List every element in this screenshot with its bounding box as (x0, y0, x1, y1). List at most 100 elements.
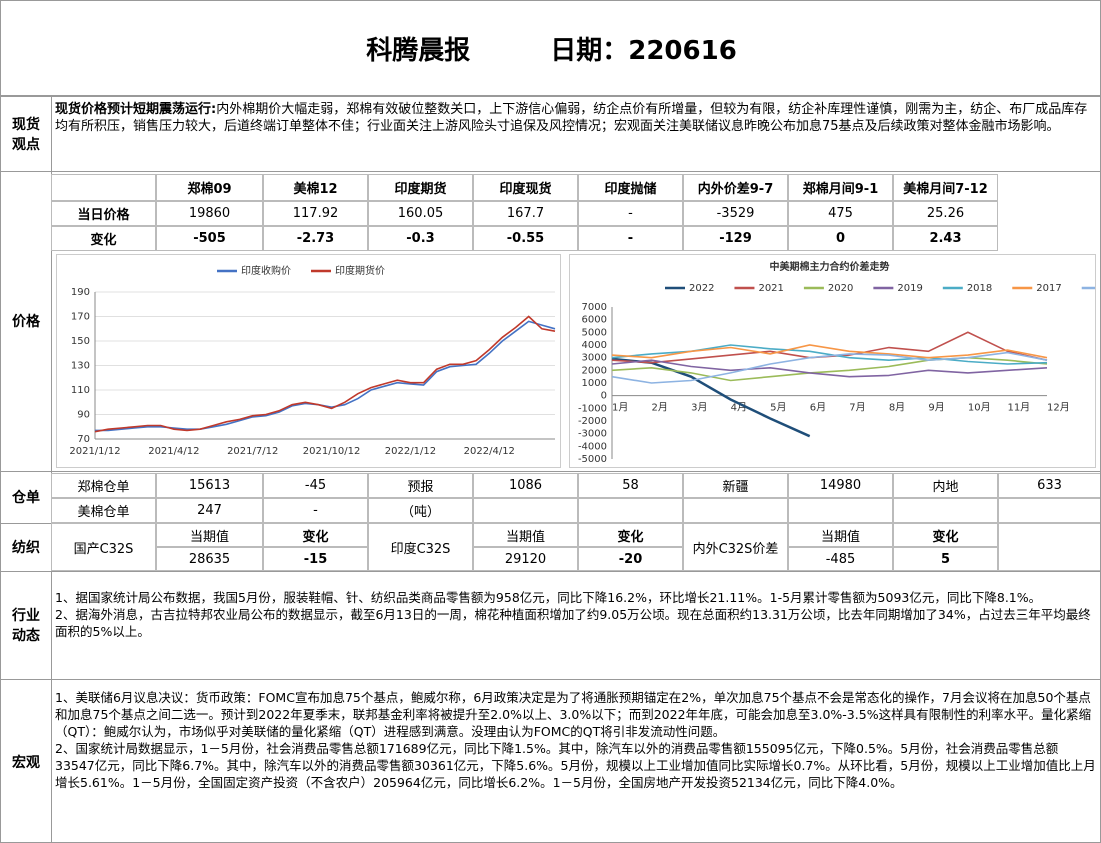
y-tick-label: 5000 (582, 327, 607, 338)
cell: 15613 (156, 473, 263, 498)
y-tick-label: 110 (71, 385, 90, 396)
date: 日期：220616 (550, 35, 737, 66)
cell: -0.3 (368, 226, 473, 251)
cell: 当期值 (156, 523, 263, 547)
cell (473, 498, 578, 523)
cell: 19860 (156, 201, 263, 226)
cell: 变化 (263, 523, 368, 547)
cell: 印度现货 (473, 174, 578, 201)
y-tick-label: 70 (77, 434, 90, 445)
cell: 国产C32S (51, 523, 156, 571)
x-tick-label: 5月 (770, 402, 786, 414)
cell: 印度抛储 (578, 174, 683, 201)
y-tick-label: 190 (71, 287, 90, 298)
legend-label: 2022 (689, 283, 714, 294)
legend-label: 2020 (828, 283, 853, 294)
series-line (94, 315, 556, 433)
legend-label: 2018 (967, 283, 992, 294)
cell: -20 (578, 547, 683, 571)
x-tick-label: 9月 (928, 402, 944, 414)
legend-label: 2019 (897, 283, 922, 294)
cell: 印度C32S (368, 523, 473, 571)
chart-title: 中美期棉主力合约价差走势 (770, 260, 890, 273)
x-tick-label: 7月 (849, 402, 865, 414)
cell: 郑棉仓单 (51, 473, 156, 498)
rule (1, 171, 1100, 172)
rule (51, 96, 52, 842)
cell: 2.43 (893, 226, 998, 251)
cell: - (578, 201, 683, 226)
cell: 167.7 (473, 201, 578, 226)
cell: 当日价格 (51, 201, 156, 226)
cell: -15 (263, 547, 368, 571)
x-tick-label: 10月 (968, 402, 991, 414)
cell: 当期值 (788, 523, 893, 547)
y-tick-label: -1000 (578, 403, 607, 414)
x-tick-label: 2022/4/12 (464, 446, 515, 457)
cell: - (263, 498, 368, 523)
section-label: 价格 (12, 314, 40, 330)
cell (893, 498, 998, 523)
y-tick-label: 130 (71, 361, 90, 372)
y-tick-label: 150 (71, 336, 90, 347)
y-tick-label: 7000 (582, 302, 607, 313)
title: 科腾晨报 (366, 35, 471, 66)
x-tick-label: 3月 (691, 402, 707, 414)
legend-label: 2021 (758, 283, 783, 294)
cell: -2.73 (263, 226, 368, 251)
cell: 633 (998, 473, 1100, 498)
cell: 117.92 (263, 201, 368, 226)
cell (998, 498, 1100, 523)
cell: 5 (893, 547, 998, 571)
paragraph: 2、国家统计局数据显示，1－5月份，社会消费品零售总额171689亿元，同比下降… (55, 741, 1096, 790)
x-tick-label: 2022/1/12 (385, 446, 436, 457)
cell (683, 498, 788, 523)
x-tick-label: 2021/1/12 (69, 446, 120, 457)
rule (1, 571, 1100, 572)
section-label: 行业动态 (12, 608, 40, 644)
cell: -0.55 (473, 226, 578, 251)
cell (578, 498, 683, 523)
cell: 当期值 (473, 523, 578, 547)
series-line (611, 357, 811, 438)
rule (1, 96, 1100, 97)
chart: 70 90 110 130 150 170 190 2021/1/12 2021/4/12 202… (56, 254, 561, 468)
x-tick-label: 12月 (1047, 402, 1070, 414)
cell: -45 (263, 473, 368, 498)
x-tick-label: 2021/4/12 (148, 446, 199, 457)
industry-text: 1、据国家统计局公布数据，我国5月份，服装鞋帽、针、纺织品类商品零售额为958亿… (51, 587, 1100, 642)
series-line (611, 344, 1048, 359)
spot-text: 现货价格预计短期震荡运行:内外棉期价大幅走弱，郑棉有效破位整数关口，上下游信心偏… (51, 99, 1100, 171)
title-row: 科腾晨报 日期：220616 (1, 1, 1100, 96)
y-tick-label: 2000 (582, 365, 607, 376)
section-label: 现货观点 (12, 116, 40, 153)
paragraph: 2、据海外消息，古吉拉特邦农业局公布的数据显示，截至6月13日的一周，棉花种植面… (55, 607, 1091, 639)
y-tick-label: 4000 (582, 340, 607, 351)
y-tick-label: -3000 (578, 429, 607, 440)
section-label: 仓单 (12, 490, 40, 506)
cell (51, 174, 156, 201)
section-label: 纺织 (12, 540, 40, 556)
series-line (611, 359, 1048, 378)
cell: 内外价差9-7 (683, 174, 788, 201)
cell: 美棉月间7-12 (893, 174, 998, 201)
y-tick-label: -2000 (578, 416, 607, 427)
y-tick-label: 1000 (582, 378, 607, 389)
cell: 美棉仓单 (51, 498, 156, 523)
cell: 预报 (368, 473, 473, 498)
y-tick-label: 0 (601, 391, 607, 402)
y-tick-label: -5000 (578, 454, 607, 465)
x-tick-label: 2021/10/12 (303, 446, 361, 457)
legend-label: 印度收购价 (241, 264, 291, 277)
paragraph: 1、据国家统计局公布数据，我国5月份，服装鞋帽、针、纺织品类商品零售额为958亿… (55, 590, 1042, 605)
cell: - (578, 226, 683, 251)
cell: 14980 (788, 473, 893, 498)
cell: -129 (683, 226, 788, 251)
cell (788, 498, 893, 523)
cell: 160.05 (368, 201, 473, 226)
y-tick-label: 90 (77, 410, 90, 421)
y-tick-label: 6000 (582, 315, 607, 326)
cell: 475 (788, 201, 893, 226)
